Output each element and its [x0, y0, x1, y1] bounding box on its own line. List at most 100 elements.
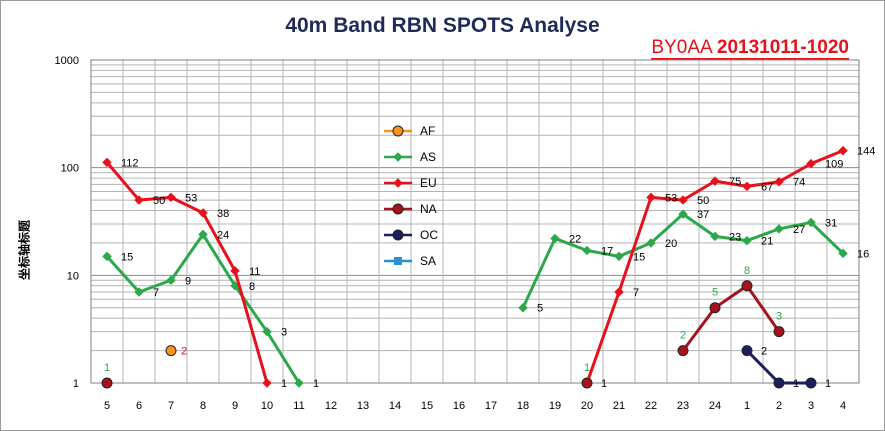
point-eu — [262, 378, 272, 388]
x-tick-label: 4 — [840, 400, 846, 412]
data-label-as: 27 — [793, 224, 805, 236]
point-as — [646, 238, 656, 248]
x-tick-label: 11 — [293, 400, 304, 412]
data-label-na: 8 — [744, 265, 750, 277]
x-tick-label: 1 — [744, 400, 750, 412]
point-as — [134, 287, 144, 297]
data-label-eu: 53 — [665, 192, 677, 204]
point-na — [677, 345, 689, 357]
data-label-as: 31 — [825, 217, 837, 229]
series-lines — [101, 145, 848, 389]
point-na — [392, 203, 404, 215]
point-as — [614, 251, 624, 262]
data-label-as: 16 — [857, 248, 869, 260]
point-as — [838, 248, 848, 259]
x-tick-label: 17 — [485, 400, 497, 412]
data-label-as: 23 — [729, 231, 741, 243]
y-tick-label: 10 — [67, 270, 79, 282]
data-label-oc: 1 — [825, 378, 831, 390]
x-tick-label: 2 — [776, 400, 782, 412]
data-label-as: 15 — [633, 251, 645, 263]
data-label-as: 8 — [249, 281, 255, 293]
legend-label-eu: EU — [420, 176, 437, 190]
data-label-eu: 67 — [761, 181, 773, 193]
point-na — [773, 326, 785, 338]
data-label-eu: 50 — [153, 195, 165, 207]
series-line-eu — [105, 161, 269, 384]
data-label-eu: 1 — [281, 378, 287, 390]
chart-title: 40m Band RBN SPOTS Analyse — [285, 14, 600, 37]
data-label-as: 1 — [313, 378, 319, 390]
legend-label-af: AF — [420, 124, 435, 138]
point-as — [582, 245, 592, 256]
data-label-na: 3 — [776, 311, 782, 323]
x-tick-label: 12 — [325, 400, 337, 412]
point-eu — [742, 181, 752, 192]
data-label-eu: 50 — [697, 195, 709, 207]
data-label-as: 3 — [281, 327, 287, 339]
x-tick-label: 18 — [517, 400, 529, 412]
x-tick-label: 19 — [549, 400, 561, 412]
data-label-na: 2 — [680, 330, 686, 342]
data-label-as: 7 — [153, 287, 159, 299]
data-label-eu: 11 — [249, 266, 260, 278]
point-eu — [102, 157, 112, 168]
plot-area-border — [90, 59, 860, 384]
x-tick-label: 24 — [709, 400, 721, 412]
data-label-eu: 109 — [825, 159, 843, 171]
x-tick-label: 22 — [645, 400, 657, 412]
point-eu — [774, 177, 784, 187]
data-label-as: 15 — [121, 251, 133, 263]
point-as — [742, 235, 752, 246]
point-na — [101, 377, 113, 389]
point-oc — [773, 377, 785, 389]
x-tick-label: 13 — [357, 400, 369, 412]
point-af — [392, 125, 404, 137]
data-label-oc: 2 — [761, 346, 767, 358]
legend-label-na: NA — [420, 202, 437, 216]
point-eu — [806, 158, 816, 169]
data-label-eu: 74 — [793, 177, 805, 189]
point-eu — [710, 176, 720, 186]
x-tick-label: 14 — [389, 400, 401, 412]
data-label-eu: 38 — [217, 208, 229, 220]
point-as — [393, 152, 403, 162]
legend-label-sa: SA — [420, 254, 436, 268]
point-af — [165, 345, 177, 357]
point-as — [262, 326, 272, 337]
x-tick-label: 9 — [232, 400, 238, 412]
point-na — [581, 377, 593, 389]
x-tick-label: 8 — [200, 400, 206, 412]
data-label-eu: 53 — [185, 192, 197, 204]
point-as — [518, 303, 528, 313]
point-oc — [805, 377, 817, 389]
point-sa — [394, 257, 402, 265]
x-tick-label: 15 — [421, 400, 433, 412]
point-eu — [166, 192, 176, 203]
data-label-eu: 7 — [633, 287, 639, 299]
point-eu — [134, 195, 144, 205]
data-label-as: 9 — [185, 275, 191, 287]
x-tick-label: 3 — [808, 400, 814, 412]
x-tick-label: 23 — [677, 400, 689, 412]
data-label-as: 21 — [761, 236, 773, 248]
x-tick-label: 16 — [453, 400, 465, 412]
subtitle-call: BY0AA — [651, 37, 712, 58]
series-line-as — [105, 232, 301, 384]
point-as — [806, 217, 816, 228]
subtitle-date: 20131011-1020 — [716, 37, 849, 58]
point-eu — [646, 192, 656, 203]
point-as — [166, 275, 176, 285]
chart-subtitle: BY0AA 20131011-1020 — [651, 38, 849, 60]
data-label-eu: 112 — [121, 157, 139, 169]
data-label-as: 17 — [601, 246, 613, 258]
x-tick-label: 5 — [104, 400, 110, 412]
series-line-na — [681, 284, 781, 352]
legend-label-as: AS — [420, 150, 436, 164]
data-label-as: 24 — [217, 229, 229, 241]
data-label-oc: 1 — [793, 378, 799, 390]
point-as — [102, 251, 112, 262]
point-na — [709, 302, 721, 314]
x-tick-label: 20 — [581, 400, 593, 412]
